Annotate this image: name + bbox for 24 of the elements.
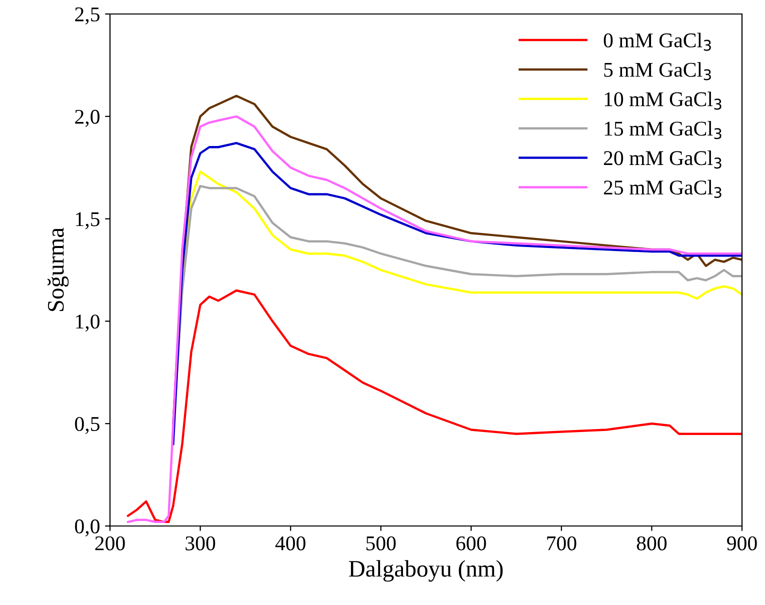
x-tick-label: 200	[95, 536, 125, 550]
y-tick-label: 1,0	[76, 314, 100, 332]
y-tick-label: 0,0	[75, 519, 100, 536]
y-tick-label: 0,5	[75, 416, 100, 434]
legend-label: 5 mM GaCl$_{3}$	[604, 62, 711, 80]
legend-label: 25 mM GaCl$_{3}$	[604, 180, 722, 198]
legend-label: 10 mM GaCl$_{3}$	[604, 92, 722, 110]
line-series	[126, 289, 742, 524]
x-tick-label: 700	[547, 536, 576, 550]
y-axis-title: Soğurma	[47, 228, 69, 312]
x-tick-label: 600	[456, 536, 486, 550]
x-axis-title: Dalgaboyu (nm)	[348, 560, 503, 582]
x-tick-label: 900	[727, 536, 757, 550]
x-tick-label: 300	[186, 536, 216, 550]
legend-label: 20 mM GaCl$_{3}$	[604, 150, 722, 169]
legend-label: 0 mM GaCl$_{3}$	[604, 32, 711, 51]
y-tick-label: 2,5	[75, 7, 100, 24]
legend-label: 15 mM GaCl$_{3}$	[604, 121, 722, 140]
x-tick-label: 500	[366, 536, 396, 550]
x-tick-label: 800	[636, 536, 667, 550]
x-tick-label: 400	[275, 536, 306, 550]
y-tick-label: 1,5	[76, 212, 100, 230]
y-tick-label: 2,0	[75, 110, 100, 127]
line-series	[126, 115, 742, 524]
